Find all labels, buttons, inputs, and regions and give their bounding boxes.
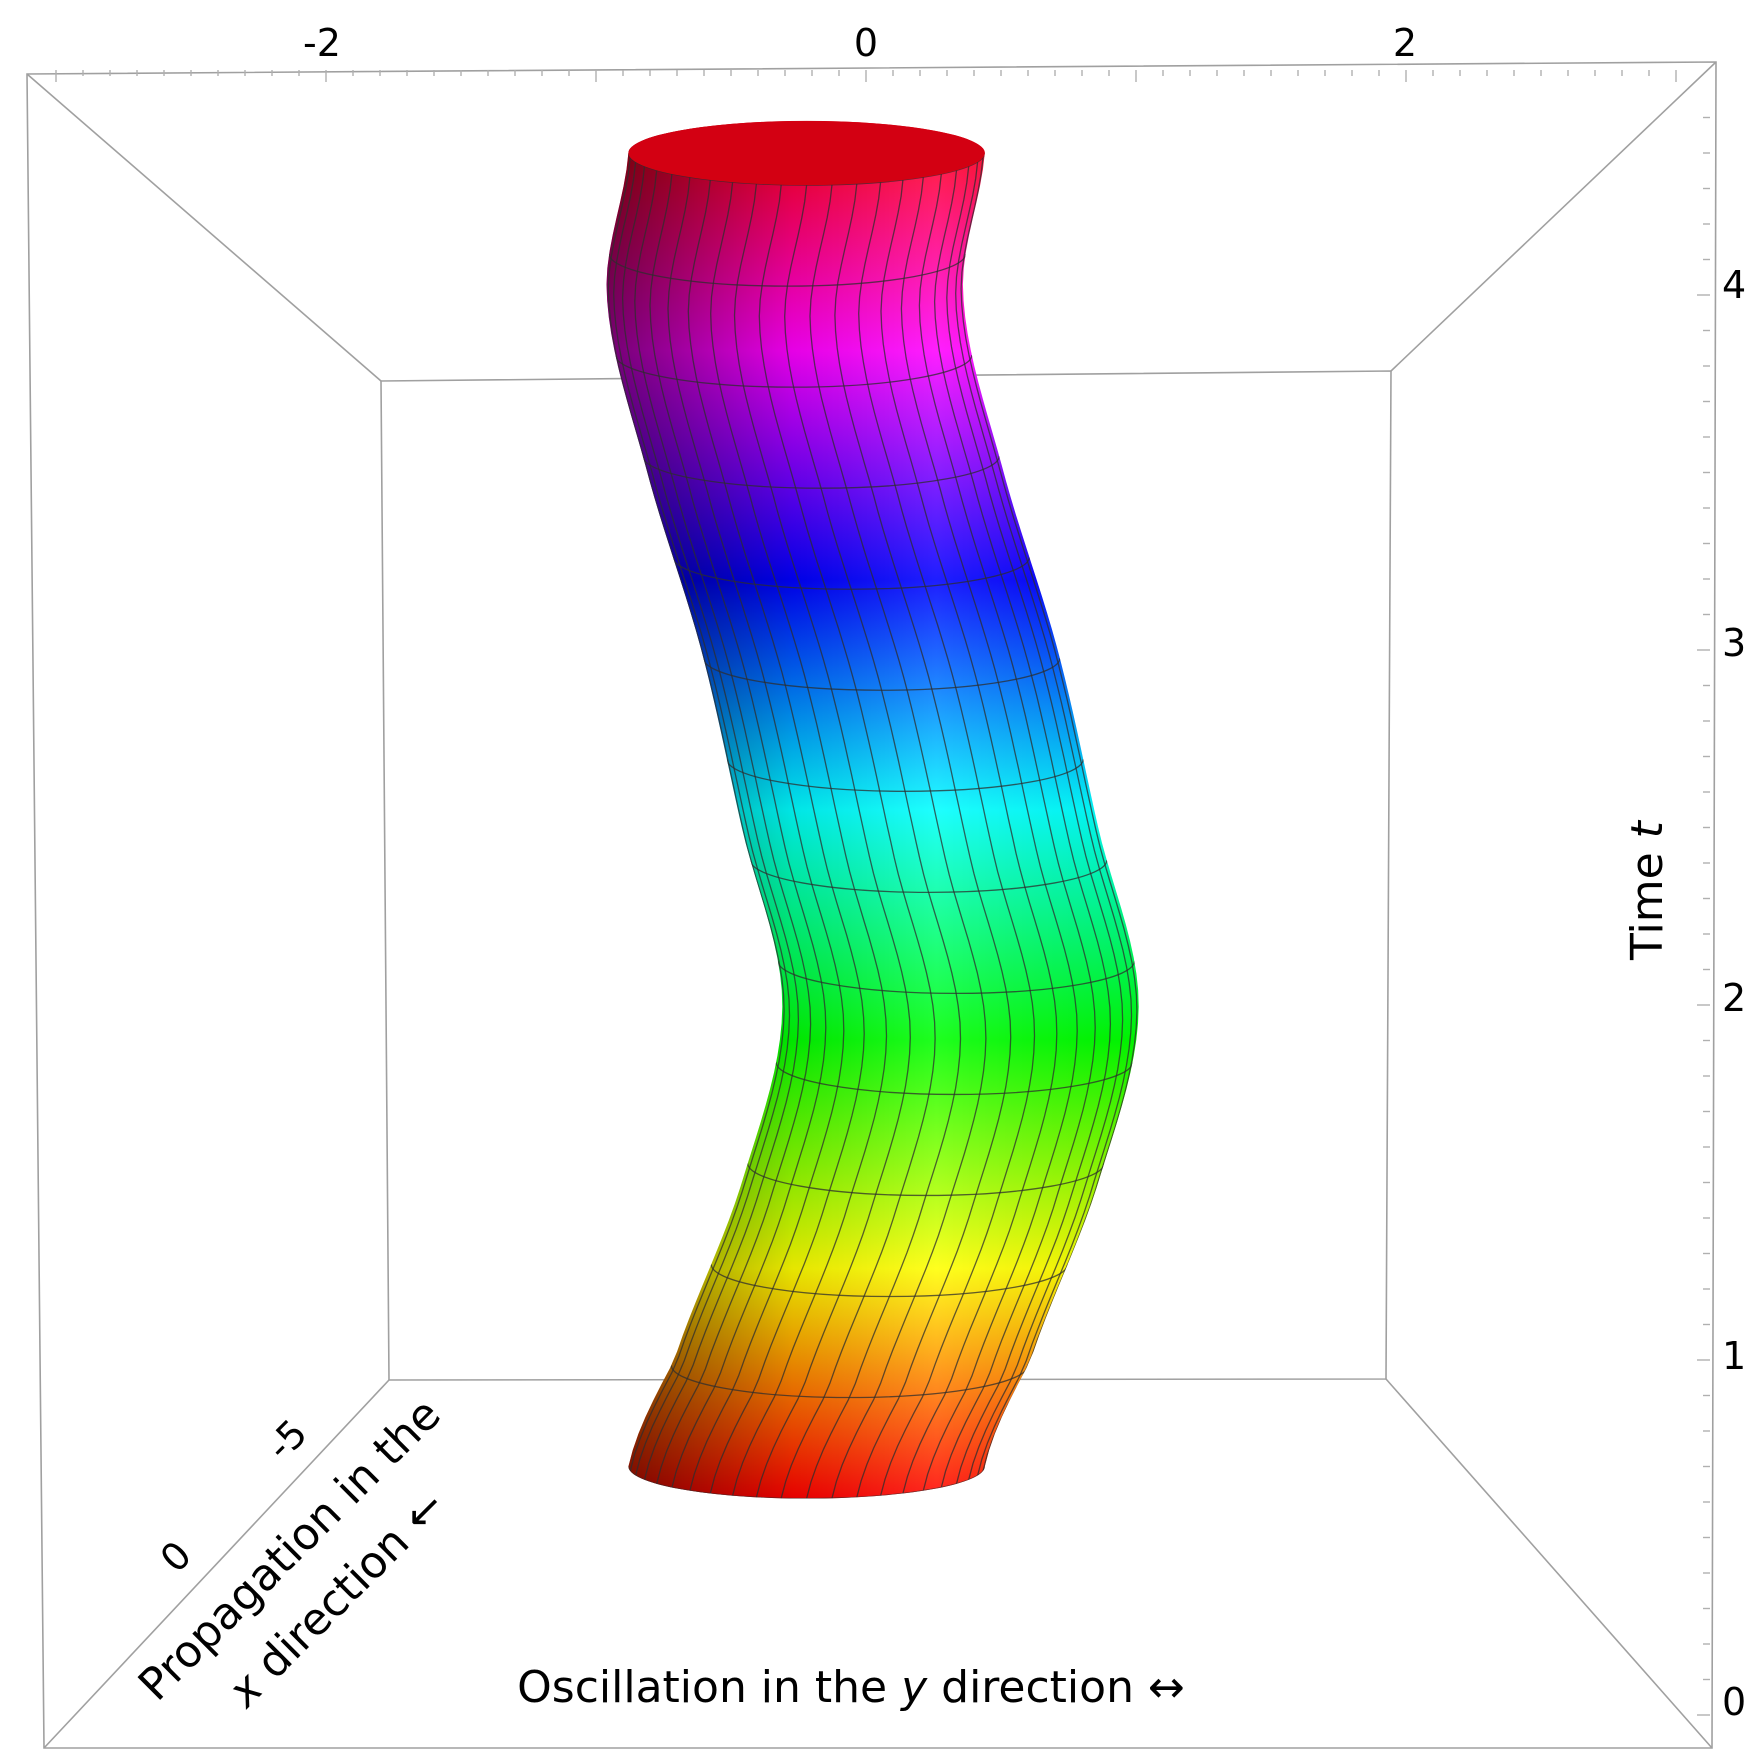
t-tick-label: 3 — [1722, 621, 1746, 665]
mesh-meridian — [880, 179, 1058, 1494]
y-tick-label: 2 — [1393, 21, 1417, 65]
x-tick-label: -5 — [258, 1411, 316, 1469]
box-edge-bottom-right — [1385, 1378, 1713, 1749]
mesh-meridian — [918, 173, 1096, 1488]
mesh-meridian — [667, 177, 845, 1491]
mesh-meridian — [621, 166, 800, 1480]
mesh-meridian — [784, 185, 962, 1499]
t-tick-label: 2 — [1722, 976, 1746, 1020]
tube-shading — [606, 120, 1139, 1499]
mesh-meridian — [809, 184, 987, 1499]
minor-ticks — [55, 70, 1710, 1716]
mesh-lines — [607, 152, 1138, 1499]
mesh-meridian — [946, 166, 1124, 1480]
mesh-meridian — [955, 161, 1133, 1476]
box-edge-top-left — [26, 73, 382, 382]
mesh-meridian — [758, 184, 936, 1499]
mesh-meridian — [733, 183, 911, 1498]
mesh-meridian — [687, 179, 865, 1494]
mesh-meridian — [649, 173, 827, 1488]
y-tick-label: 0 — [854, 21, 878, 65]
y-axis-label: Oscillation in the y direction ↔ — [517, 1662, 1185, 1713]
tube-top-cap — [628, 120, 985, 186]
box-edge-bottom-left — [43, 1379, 390, 1749]
t-tick-label: 4 — [1722, 263, 1746, 307]
t-tick-label: 0 — [1722, 1680, 1746, 1724]
t-axis-ticks: 0 1 2 3 4 — [1722, 263, 1746, 1724]
y-axis-ticks: -2 0 2 — [303, 21, 1417, 65]
mesh-meridian — [900, 177, 1078, 1491]
mesh-meridian — [933, 170, 1112, 1484]
mesh-ring — [627, 1466, 986, 1499]
mesh-meridian — [634, 170, 812, 1484]
t-axis-label: Time t — [1622, 819, 1673, 961]
mesh-meridian — [607, 157, 785, 1472]
tube-surface — [606, 120, 1139, 1499]
y-tick-label: -2 — [303, 21, 341, 65]
t-tick-label: 1 — [1722, 1334, 1746, 1378]
mesh-meridian — [710, 182, 888, 1496]
x-tick-label: 0 — [152, 1533, 200, 1581]
mesh-meridian — [858, 182, 1036, 1496]
bounding-box — [26, 61, 1717, 1749]
box-edge-top-right — [1390, 61, 1717, 372]
mesh-meridian — [613, 161, 791, 1476]
mesh-meridian — [834, 183, 1012, 1498]
